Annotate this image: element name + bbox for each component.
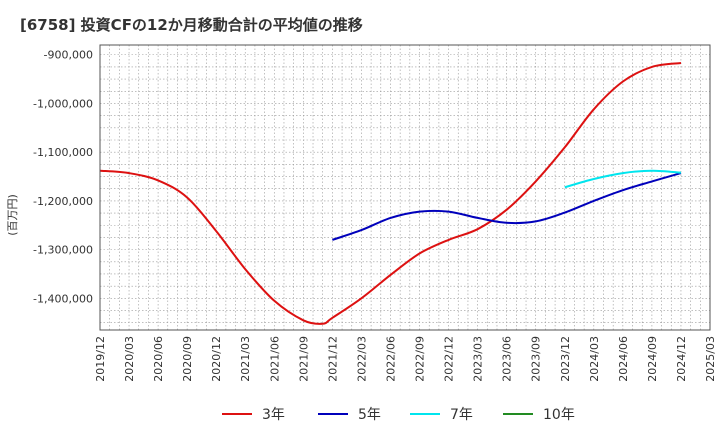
legend-label-5年: 5年 [358,407,381,423]
x-tick-label: 2020/03 [123,336,136,382]
series-line-5年 [332,172,682,241]
series-line-7年 [564,169,682,189]
x-tick-label: 2021/03 [239,336,252,382]
x-tick-label: 2020/09 [181,336,194,382]
x-ticks: 2019/12 2020/03 2020/06 2020/09 2020/12 2021/… [94,336,717,382]
x-tick-label: 2019/12 [94,336,107,382]
x-tick-label: 2024/06 [617,336,630,382]
chart-title: [6758] 投資CFの12か月移動合計の平均値の推移 [20,16,363,34]
y-tick-label: -1,300,000 [33,244,93,257]
y-tick-label: -900,000 [44,49,93,62]
x-tick-label: 2022/09 [414,336,427,382]
y-tick-label: -1,000,000 [33,97,93,110]
x-tick-label: 2021/09 [297,336,310,382]
series-line-3年 [99,62,682,325]
x-tick-label: 2023/06 [501,336,514,382]
y-tick-label: -1,400,000 [33,292,93,305]
series-lines [99,62,682,325]
x-tick-label: 2024/12 [675,336,688,382]
x-tick-label: 2022/12 [443,336,456,382]
x-tick-label: 2022/03 [355,336,368,382]
x-tick-label: 2020/06 [152,336,165,382]
x-tick-label: 2021/06 [268,336,281,382]
x-tick-label: 2024/03 [588,336,601,382]
plot-frame [99,44,711,331]
x-tick-label: 2023/09 [530,336,543,382]
x-tick-label: 2024/09 [646,336,659,382]
y-ticks: -900,000 -1,000,000 -1,100,000 -1,200,000 -1… [33,49,93,306]
y-tick-label: -1,200,000 [33,195,93,208]
legend-label-3年: 3年 [262,407,285,423]
grid [100,45,710,330]
x-tick-label: 2023/03 [472,336,485,382]
y-axis-label: (百万円) [6,194,19,236]
legend-label-10年: 10年 [543,407,575,423]
x-tick-label: 2022/06 [384,336,397,382]
y-tick-label: -1,100,000 [33,146,93,159]
x-tick-label: 2021/12 [326,336,339,382]
x-tick-label: 2020/12 [210,336,223,382]
legend-label-7年: 7年 [450,407,473,423]
x-tick-label: 2025/03 [704,336,717,382]
x-tick-label: 2023/12 [559,336,572,382]
legend: 3年 5年 7年 10年 [222,407,575,423]
